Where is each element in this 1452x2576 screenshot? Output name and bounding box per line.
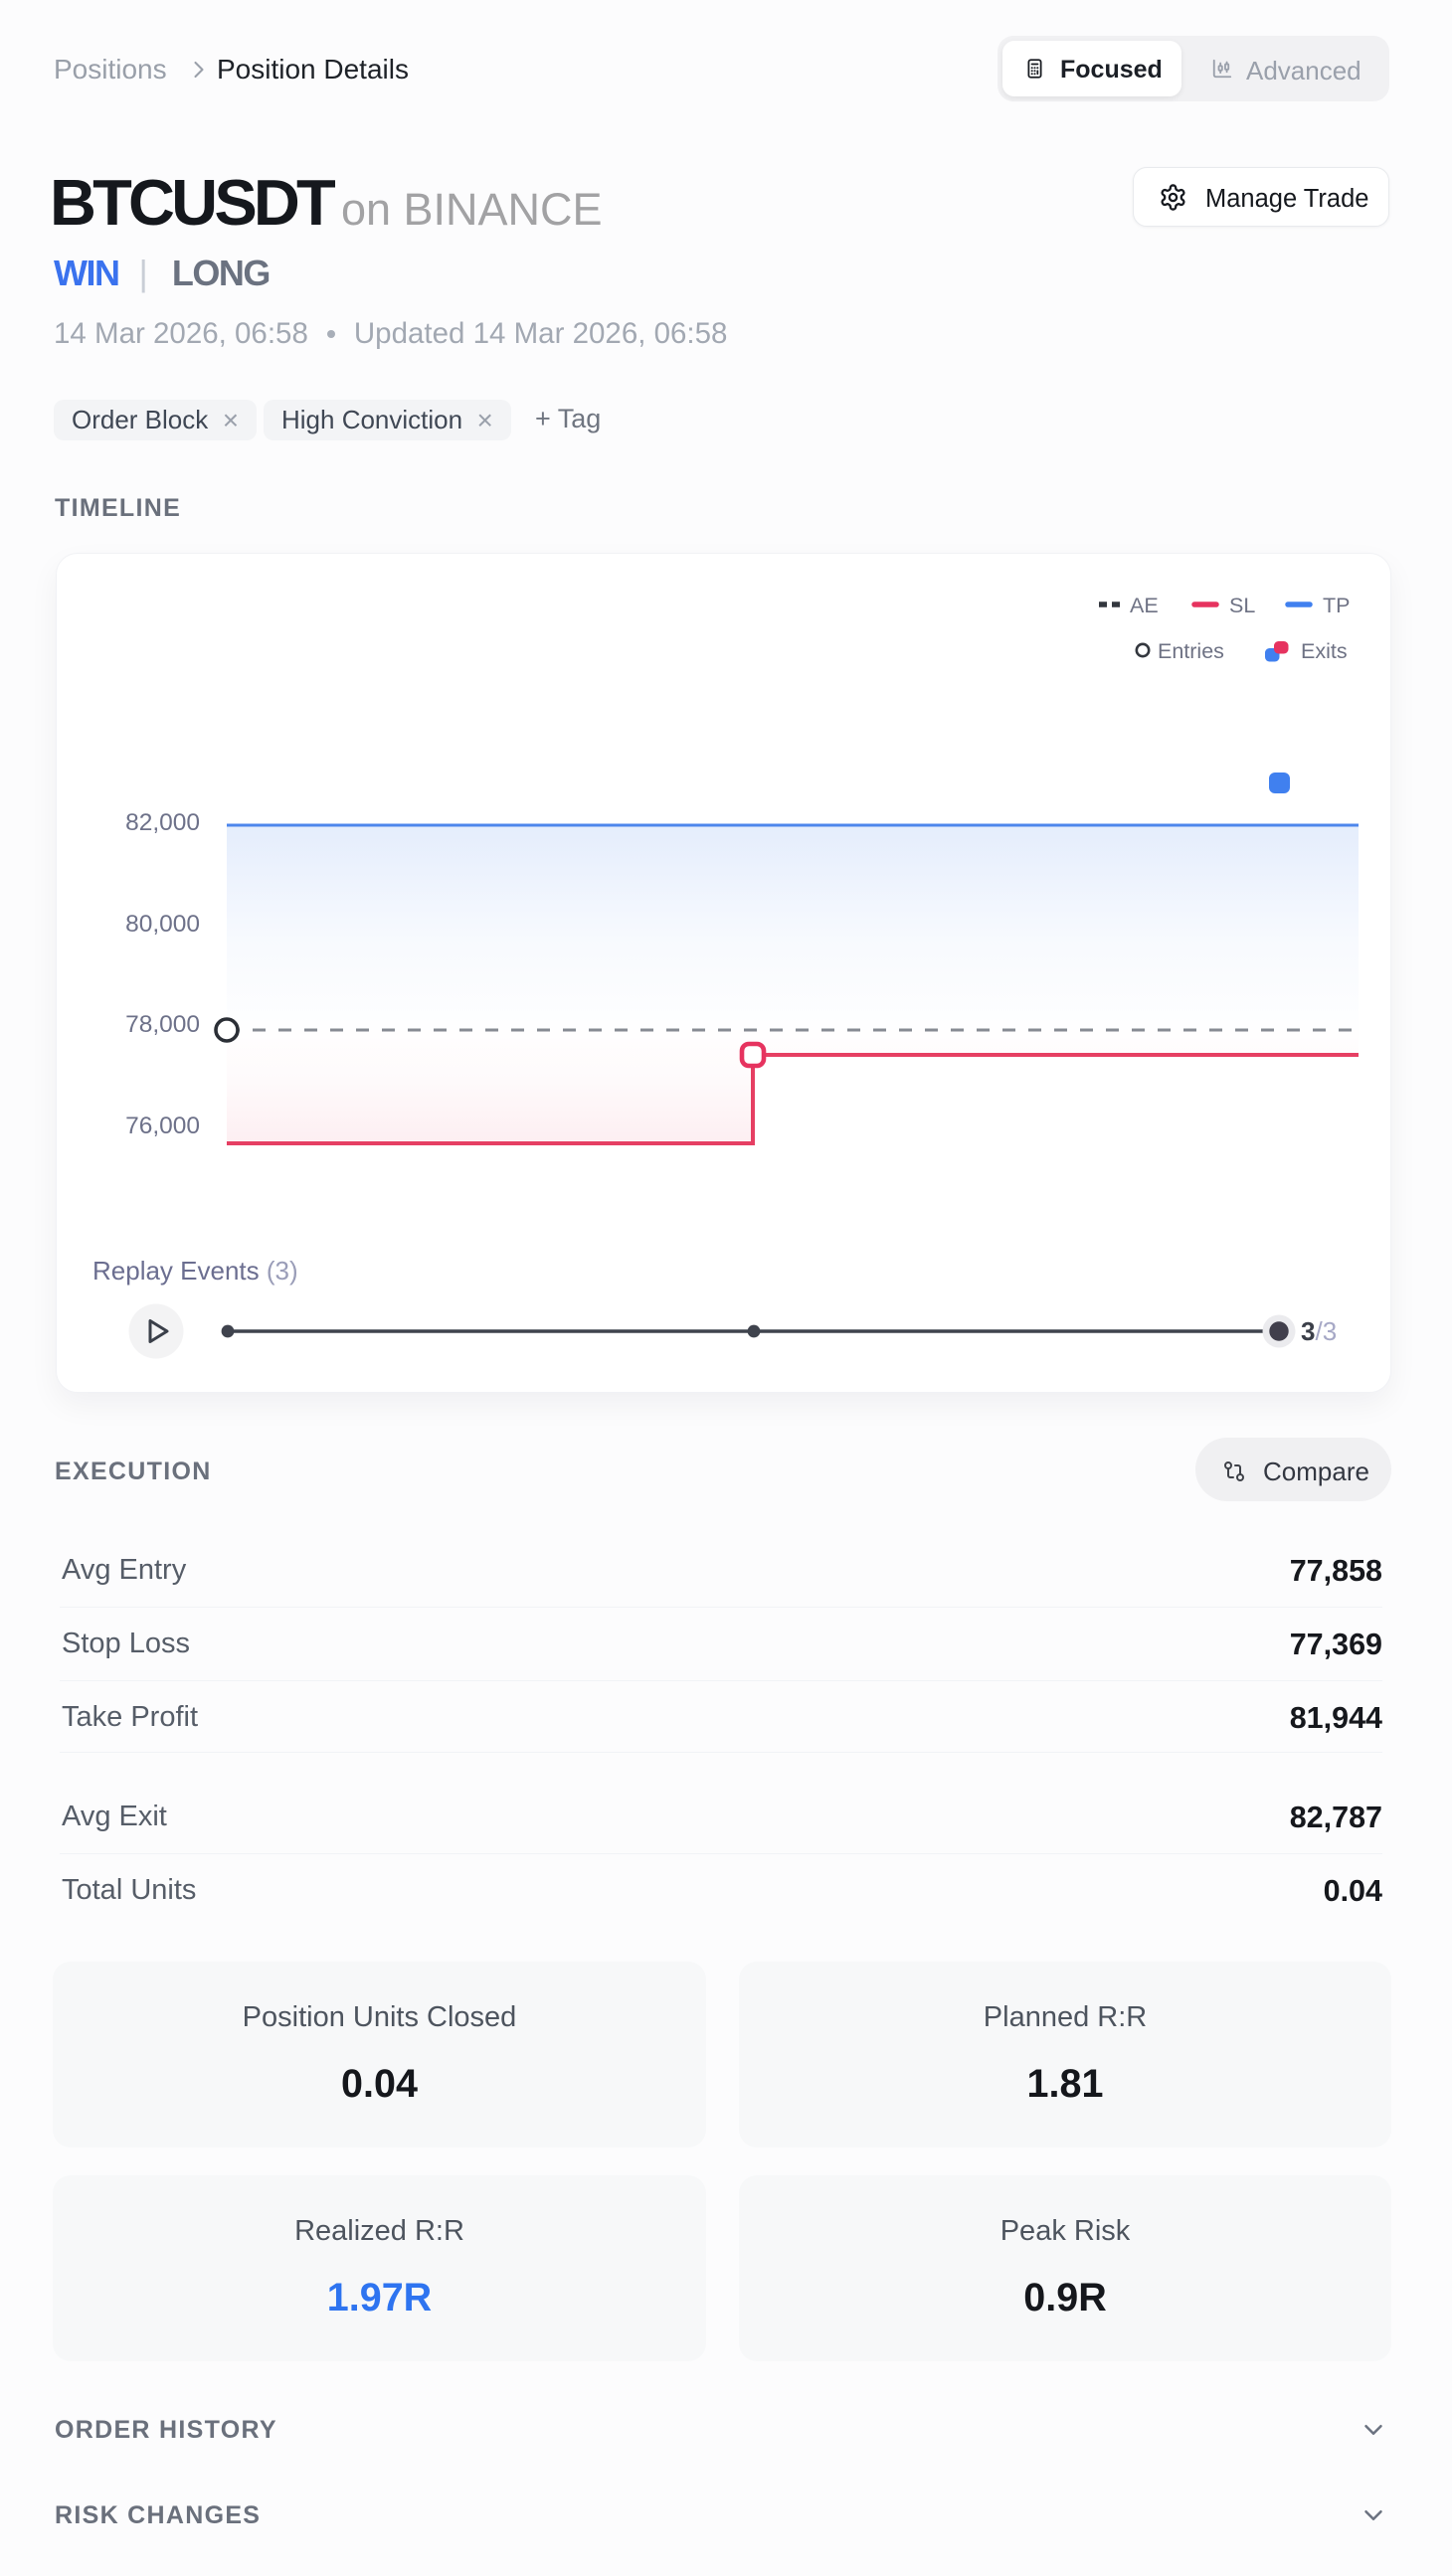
svg-text:AE: AE	[1130, 594, 1159, 617]
svg-text:SL: SL	[1229, 594, 1255, 617]
svg-text:3/3: 3/3	[1301, 1316, 1337, 1346]
svg-text:Replay Events (3): Replay Events (3)	[92, 1256, 298, 1286]
svg-text:TP: TP	[1323, 594, 1350, 617]
svg-text:80,000: 80,000	[125, 911, 200, 938]
svg-text:Entries: Entries	[1158, 639, 1224, 663]
svg-text:78,000: 78,000	[125, 1011, 200, 1038]
svg-text:76,000: 76,000	[125, 1113, 200, 1139]
svg-text:Exits: Exits	[1301, 639, 1348, 663]
svg-text:82,000: 82,000	[125, 809, 200, 836]
